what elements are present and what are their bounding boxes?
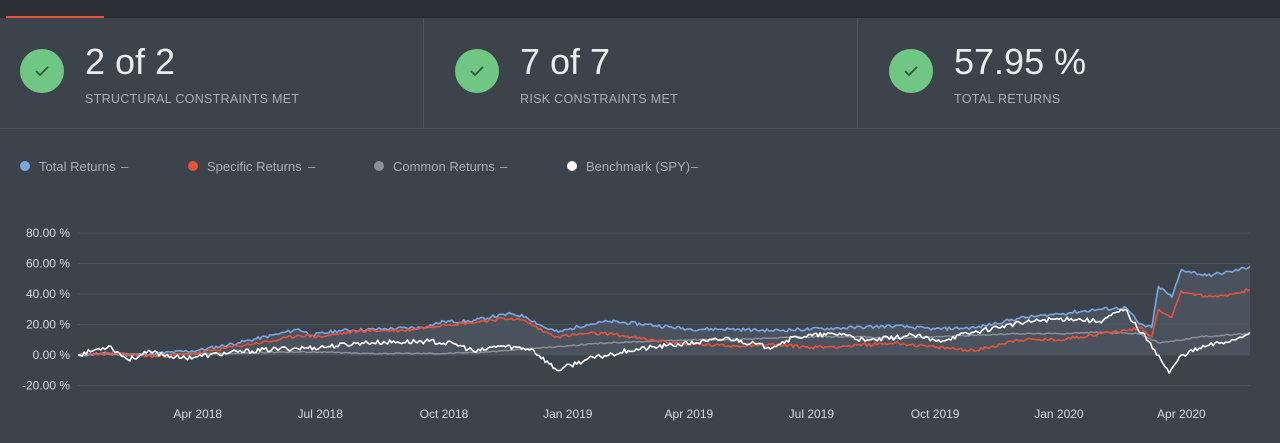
stat-label: RISK CONSTRAINTS MET — [520, 92, 679, 106]
y-tick-label: 20.00 % — [26, 318, 70, 332]
risk-constraints-card: 7 of 7 RISK CONSTRAINTS MET — [423, 18, 858, 128]
returns-chart[interactable]: 80.00 % 60.00 % 40.00 % 20.00 % 0.00 % -20.00… — [0, 200, 1280, 443]
check-icon — [20, 49, 64, 93]
stat-value: 57.95 % — [954, 41, 1087, 82]
total-returns-area — [78, 266, 1250, 357]
legend-value: – — [308, 159, 316, 174]
legend-value: – — [691, 159, 699, 174]
summary-stats: 2 of 2 STRUCTURAL CONSTRAINTS MET 7 of 7… — [0, 18, 1280, 129]
series-line-total-returns — [77, 265, 1251, 358]
legend-value: – — [121, 159, 129, 174]
x-tick-label: Jul 2019 — [789, 407, 835, 421]
stat-value: 7 of 7 — [520, 41, 611, 82]
legend-label: Specific Returns — [207, 159, 302, 174]
x-tick-label: Jan 2020 — [1034, 407, 1084, 421]
x-tick-label: Apr 2020 — [1157, 407, 1206, 421]
stat-value: 2 of 2 — [85, 41, 176, 82]
legend-label: Total Returns — [39, 159, 116, 174]
y-tick-label: 40.00 % — [26, 287, 70, 301]
series-line-specific-returns — [77, 288, 1251, 359]
stat-label: STRUCTURAL CONSTRAINTS MET — [85, 92, 300, 106]
legend-dot — [20, 161, 30, 171]
legend-label: Common Returns — [393, 159, 495, 174]
x-tick-label: Oct 2018 — [420, 407, 469, 421]
check-icon — [455, 49, 499, 93]
series-line-benchmark — [77, 308, 1251, 375]
legend-label: Benchmark (SPY) — [586, 159, 691, 174]
y-tick-label: 0.00 % — [33, 348, 71, 362]
top-bar — [0, 0, 1280, 18]
stat-label: TOTAL RETURNS — [954, 92, 1061, 106]
y-tick-label: -20.00 % — [22, 379, 70, 393]
structural-constraints-card: 2 of 2 STRUCTURAL CONSTRAINTS MET — [0, 18, 423, 128]
legend-dot — [374, 161, 384, 171]
x-tick-label: Jul 2018 — [298, 407, 344, 421]
y-tick-label: 60.00 % — [26, 257, 70, 271]
check-icon — [889, 49, 933, 93]
legend-value: – — [500, 159, 508, 174]
total-returns-card: 57.95 % TOTAL RETURNS — [857, 18, 1280, 128]
x-tick-label: Apr 2019 — [665, 407, 714, 421]
x-tick-label: Jan 2019 — [543, 407, 593, 421]
x-tick-label: Apr 2018 — [173, 407, 222, 421]
legend-dot — [567, 161, 577, 171]
y-tick-label: 80.00 % — [26, 226, 70, 240]
legend-dot — [188, 161, 198, 171]
x-tick-label: Oct 2019 — [911, 407, 960, 421]
active-tab-indicator — [6, 16, 104, 18]
